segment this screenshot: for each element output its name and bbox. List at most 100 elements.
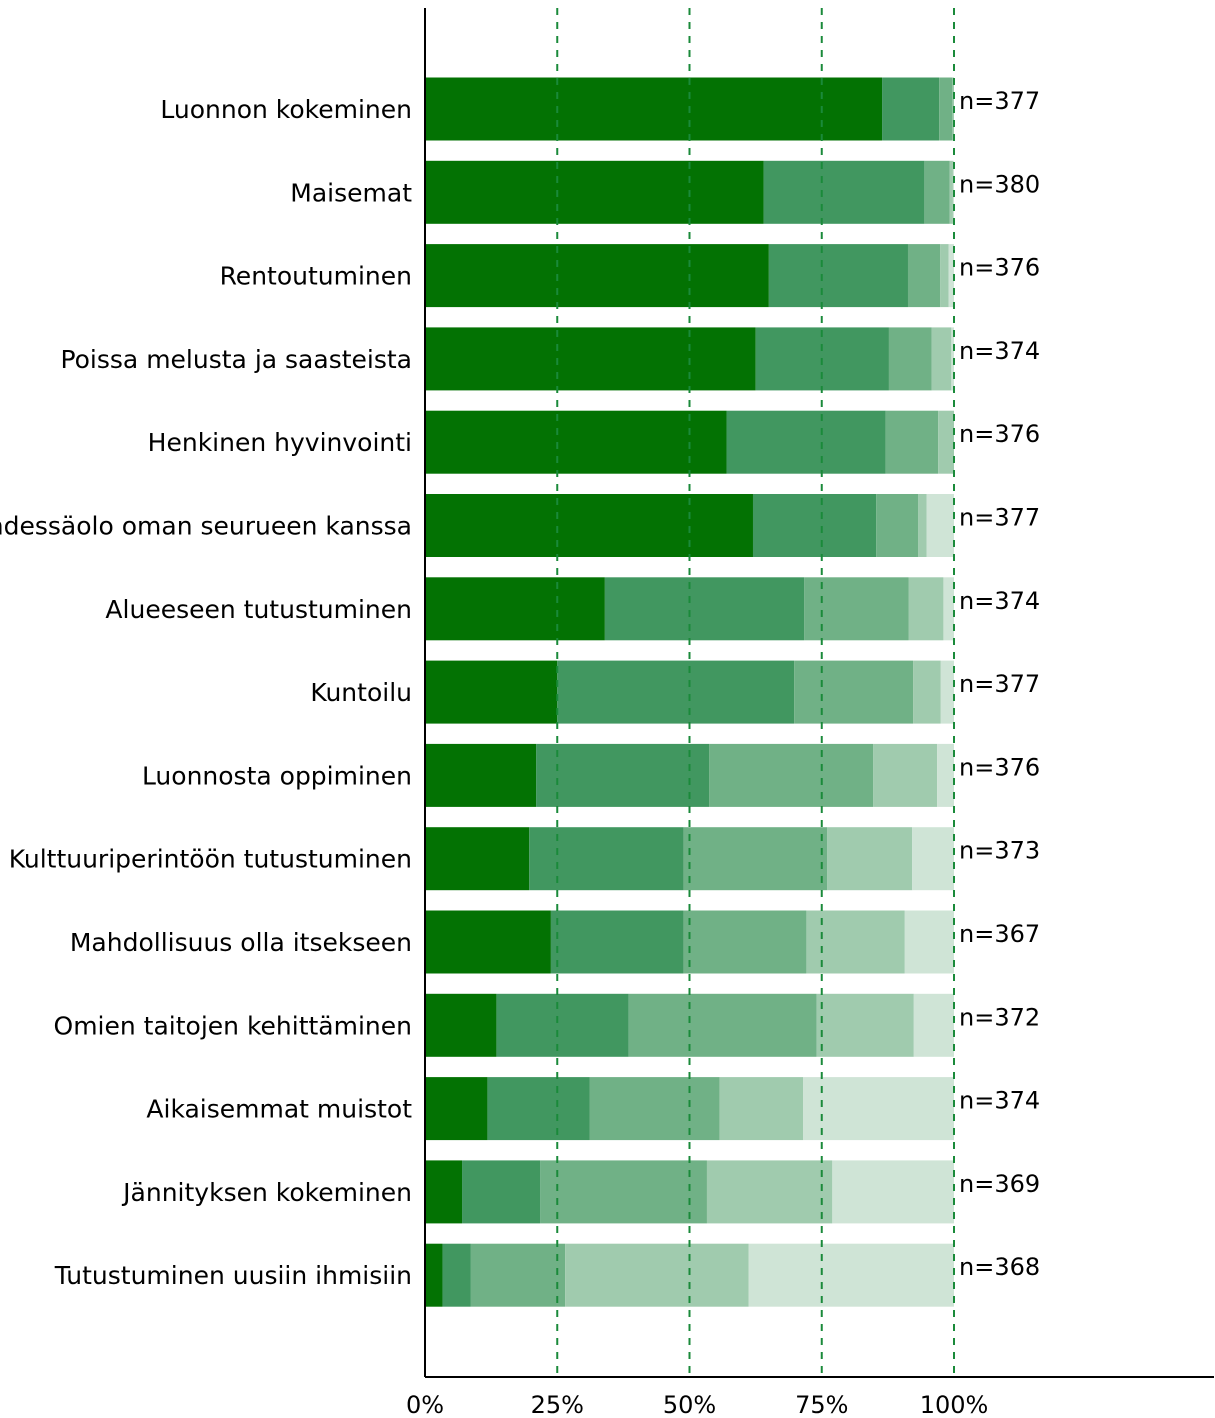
bar-segment-12-4 bbox=[816, 993, 914, 1057]
n-label: n=376 bbox=[959, 753, 1040, 781]
bar-segment-11-5 bbox=[904, 910, 954, 974]
bar-segment-8-5 bbox=[940, 660, 954, 724]
bar-segment-15-4 bbox=[565, 1243, 749, 1307]
x-tick-label: 0% bbox=[406, 1391, 444, 1418]
bar-segment-5-1 bbox=[425, 410, 727, 474]
n-label: n=373 bbox=[959, 837, 1040, 865]
bar-segment-14-1 bbox=[425, 1160, 463, 1224]
bar-segment-6-1 bbox=[425, 494, 753, 557]
category-label: Luonnosta oppiminen bbox=[142, 761, 412, 790]
bar-segment-2-2 bbox=[763, 160, 925, 224]
x-tick-label: 75% bbox=[795, 1391, 848, 1418]
x-tick-label: 25% bbox=[531, 1391, 584, 1418]
category-label: Tutustuminen uusiin ihmisiin bbox=[54, 1261, 412, 1290]
bar-segment-4-5 bbox=[951, 327, 954, 391]
bar-segment-12-3 bbox=[628, 993, 817, 1057]
bar-segment-8-2 bbox=[557, 660, 795, 724]
bar-segment-8-1 bbox=[425, 660, 558, 724]
bar-segment-15-5 bbox=[748, 1243, 954, 1307]
bar-segment-4-4 bbox=[931, 327, 952, 391]
bar-segment-7-4 bbox=[908, 577, 944, 641]
bar-segment-15-2 bbox=[442, 1243, 471, 1307]
category-label: Aikaisemmat muistot bbox=[146, 1095, 412, 1124]
category-label: Omien taitojen kehittäminen bbox=[54, 1011, 412, 1040]
n-label: n=376 bbox=[959, 420, 1040, 448]
bar-segment-6-4 bbox=[918, 494, 927, 557]
bar-segment-3-4 bbox=[940, 244, 949, 308]
category-label: Maisemat bbox=[290, 178, 412, 207]
bar-segment-1-2 bbox=[882, 77, 940, 141]
bar-segment-9-5 bbox=[937, 743, 954, 807]
category-label: Luonnon kokeminen bbox=[160, 95, 412, 124]
bar-segment-14-4 bbox=[706, 1160, 833, 1224]
bar-segment-11-1 bbox=[425, 910, 551, 974]
bar-segment-9-2 bbox=[536, 743, 710, 807]
bars bbox=[425, 77, 954, 1307]
bar-segment-3-2 bbox=[768, 244, 908, 308]
n-label: n=377 bbox=[959, 504, 1040, 532]
bar-segment-7-5 bbox=[943, 577, 954, 641]
bar-segment-4-1 bbox=[425, 327, 756, 391]
bar-segment-3-1 bbox=[425, 244, 769, 308]
n-label: n=377 bbox=[959, 670, 1040, 698]
bar-segment-3-5 bbox=[948, 244, 954, 308]
bar-segment-11-3 bbox=[683, 910, 807, 974]
bar-segment-3-3 bbox=[907, 244, 941, 308]
bar-segment-15-1 bbox=[425, 1243, 443, 1307]
n-label: n=374 bbox=[959, 337, 1040, 365]
bar-segment-7-3 bbox=[804, 577, 909, 641]
bar-segment-10-2 bbox=[529, 827, 684, 891]
n-label: n=368 bbox=[959, 1253, 1040, 1281]
bar-segment-14-3 bbox=[540, 1160, 707, 1224]
n-label: n=374 bbox=[959, 587, 1040, 615]
x-tick-labels: 0% 25% 50% 75% 100% bbox=[406, 1391, 988, 1418]
category-label: Mahdollisuus olla itsekseen bbox=[70, 928, 412, 957]
bar-segment-5-3 bbox=[885, 410, 939, 474]
category-label: Kuntoilu bbox=[310, 678, 412, 707]
bar-segment-4-3 bbox=[888, 327, 932, 391]
bar-segment-8-4 bbox=[913, 660, 941, 724]
bar-segment-7-2 bbox=[604, 577, 805, 641]
bar-segment-9-3 bbox=[709, 743, 874, 807]
bar-segment-10-3 bbox=[683, 827, 828, 891]
n-label: n=367 bbox=[959, 920, 1040, 948]
bar-segment-9-1 bbox=[425, 743, 537, 807]
category-label: Jännityksen kokeminen bbox=[121, 1178, 412, 1207]
n-label: n=374 bbox=[959, 1087, 1040, 1115]
bar-segment-6-5 bbox=[926, 494, 954, 557]
bar-segment-11-2 bbox=[550, 910, 684, 974]
x-tick-label: 100% bbox=[920, 1391, 989, 1418]
category-label: Rentoutuminen bbox=[220, 262, 412, 291]
axes bbox=[424, 8, 1214, 1378]
bar-segment-7-1 bbox=[425, 577, 605, 641]
category-label: Yhdessäolo oman seurueen kanssa bbox=[0, 512, 412, 541]
n-label: n=369 bbox=[959, 1170, 1040, 1198]
bar-segment-6-2 bbox=[752, 494, 877, 557]
n-label: n=380 bbox=[959, 170, 1040, 198]
bar-segment-2-4 bbox=[949, 160, 953, 224]
bar-segment-11-4 bbox=[806, 910, 905, 974]
n-label: n=376 bbox=[959, 254, 1040, 282]
bar-segment-12-2 bbox=[496, 993, 629, 1057]
bar-segment-13-4 bbox=[719, 1077, 804, 1141]
n-labels: n=377 n=380 n=376 n=374 n=376 n=377 n=374 n=377… bbox=[959, 87, 1040, 1281]
bar-segment-10-1 bbox=[425, 827, 530, 891]
bar-segment-14-5 bbox=[832, 1160, 954, 1224]
bar-segment-12-5 bbox=[913, 993, 954, 1057]
bar-segment-13-2 bbox=[487, 1077, 590, 1141]
bar-segment-10-5 bbox=[912, 827, 954, 891]
bar-segment-5-2 bbox=[726, 410, 886, 474]
bar-segment-12-1 bbox=[425, 993, 497, 1057]
bar-segment-2-1 bbox=[425, 160, 764, 224]
bar-segment-8-3 bbox=[794, 660, 914, 724]
bar-segment-6-3 bbox=[876, 494, 919, 557]
category-label: Alueeseen tutustuminen bbox=[105, 595, 412, 624]
bar-segment-13-1 bbox=[425, 1077, 488, 1141]
category-labels: Luonnon kokeminen Maisemat Rentoutuminen Po… bbox=[0, 95, 412, 1290]
bar-segment-1-3 bbox=[939, 77, 953, 141]
n-label: n=377 bbox=[959, 87, 1040, 115]
bar-segment-13-5 bbox=[803, 1077, 954, 1141]
bar-segment-15-3 bbox=[470, 1243, 566, 1307]
bar-segment-9-4 bbox=[873, 743, 938, 807]
